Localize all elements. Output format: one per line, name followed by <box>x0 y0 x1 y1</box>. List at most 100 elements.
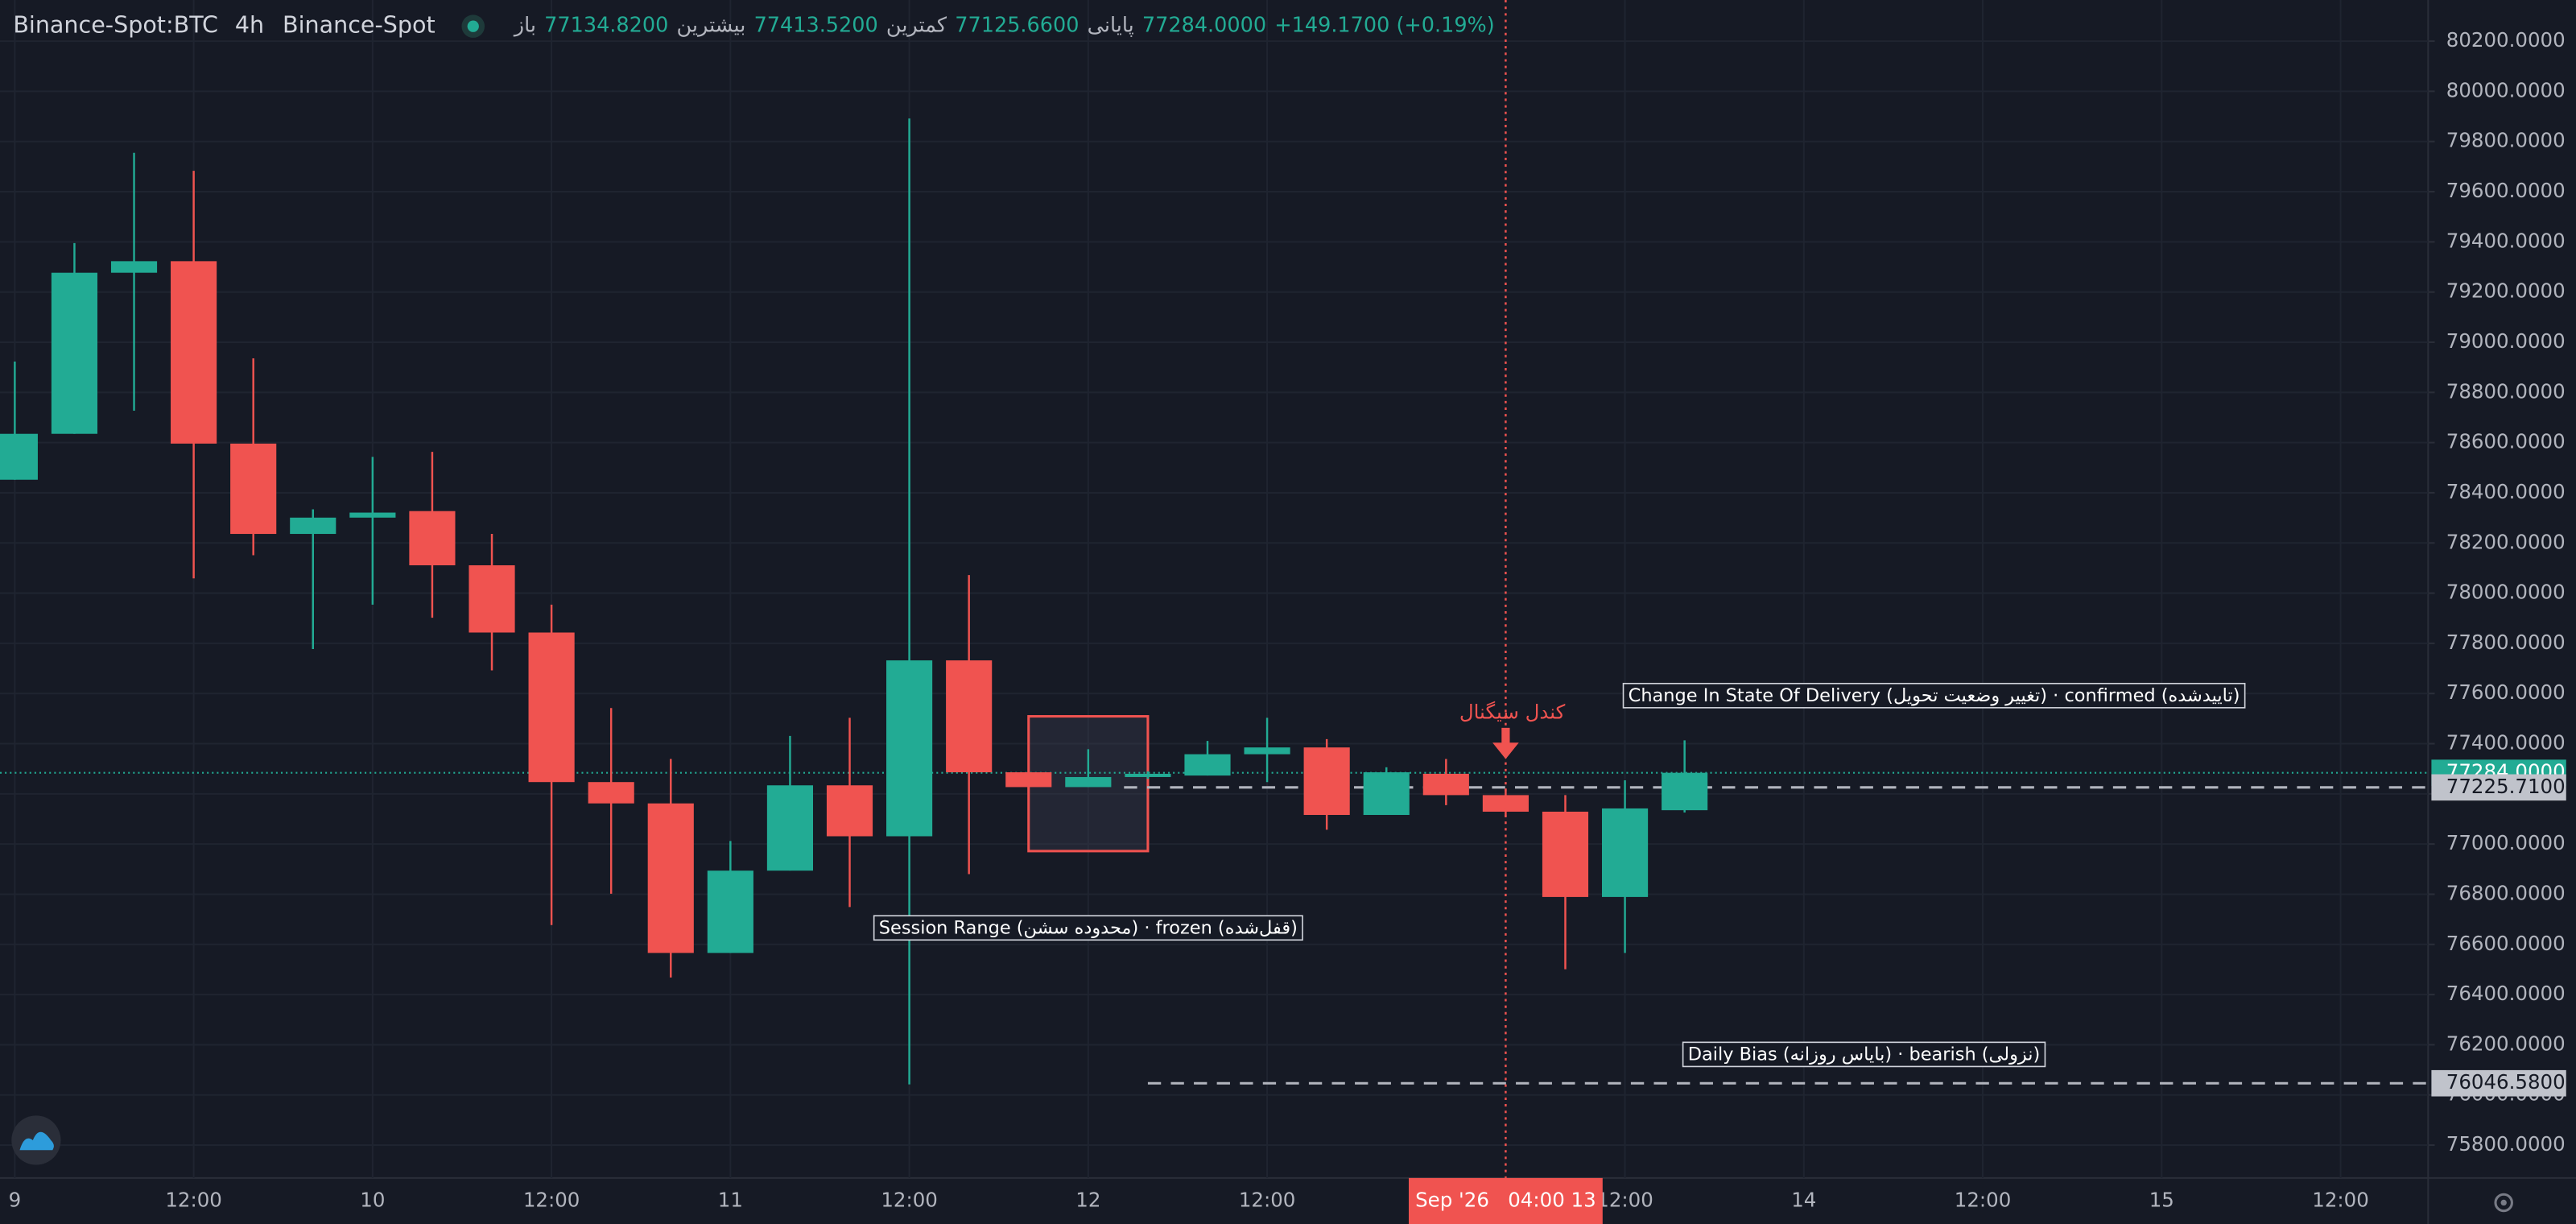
legend-value: 77413.5200 <box>754 14 878 38</box>
candle-body <box>528 632 575 783</box>
candle-body <box>588 782 634 804</box>
y-tick-label: 79000.0000 <box>2446 329 2566 353</box>
x-tick-label: 12:00 <box>2312 1188 2369 1211</box>
crosshair-label-box <box>1409 1177 1603 1224</box>
x-tick-label: 11 <box>718 1188 743 1211</box>
exchange: Binance-Spot <box>283 11 436 39</box>
x-tick-label: 12:00 <box>523 1188 580 1211</box>
plot <box>0 118 2429 1085</box>
y-tick-label: 80200.0000 <box>2446 28 2566 52</box>
candle-body <box>1662 772 1708 811</box>
x-tick-label: 12:00 <box>1239 1188 1296 1211</box>
legend-label: پایانی <box>1088 14 1134 38</box>
legend-value: 77284.0000 <box>1142 14 1266 38</box>
settings-icon[interactable] <box>2494 1193 2513 1213</box>
y-tick-label: 76200.0000 <box>2446 1032 2566 1055</box>
y-tick-label: 79200.0000 <box>2446 279 2566 303</box>
y-tick-label: 78600.0000 <box>2446 430 2566 453</box>
y-tick-label: 79800.0000 <box>2446 129 2566 152</box>
y-tick-label: 76600.0000 <box>2446 932 2566 955</box>
y-tick-label: 76800.0000 <box>2446 881 2566 904</box>
candle-body <box>171 261 217 444</box>
ohlc-legend: باز 77134.8200 بیشترین 77413.5200 کمترین 7712… <box>513 14 1495 38</box>
x-tick-label: 14 <box>1791 1188 1816 1211</box>
legend-label: بیشترین <box>677 14 746 38</box>
signal-text: کندل سیگنال <box>1459 700 1566 723</box>
legend-label: کمترین <box>886 14 947 38</box>
annotation-label-box <box>1622 682 2246 709</box>
session-label-box <box>873 915 1303 941</box>
x-tick-label: 9 <box>9 1188 22 1211</box>
candle-body <box>409 511 456 565</box>
candle-body <box>349 512 396 518</box>
x-tick-label: 10 <box>360 1188 385 1211</box>
legend-change: +149.1700 (+0.19%) <box>1274 14 1494 38</box>
session-label: Session Range (محدوده سشن) · frozen (قفل… <box>879 917 1298 938</box>
candle-body <box>1125 773 1171 777</box>
x-tick-label: 12:00 <box>1955 1188 2012 1211</box>
candle-body <box>1244 747 1290 755</box>
y-tick-label: 77400.0000 <box>2446 731 2566 755</box>
settings-icon-center <box>2500 1199 2507 1206</box>
candle-body <box>1363 772 1410 816</box>
candle-body <box>1184 754 1231 776</box>
candle-body <box>1602 808 1649 897</box>
x-tick-label: 12 <box>1075 1188 1100 1211</box>
candle-body <box>1005 772 1052 788</box>
annotation-label-box <box>1682 1041 2046 1068</box>
annotation-label: Change In State Of Delivery (تغییر وضعیت… <box>1629 685 2240 706</box>
overlay: Session Range (محدوده سشن) · frozen (قفل… <box>873 0 2566 1224</box>
price-tag <box>2431 774 2566 801</box>
price-tag <box>2431 1069 2566 1097</box>
x-tick-label: 15 <box>2149 1188 2174 1211</box>
candle-body <box>826 785 873 837</box>
candle-body <box>1303 747 1350 816</box>
y-tick-label: 77600.0000 <box>2446 680 2566 704</box>
candle-body <box>290 517 336 535</box>
y-tick-label: 80000.0000 <box>2446 78 2566 101</box>
y-tick-label: 79400.0000 <box>2446 229 2566 252</box>
status-dot <box>467 20 479 32</box>
symbol[interactable]: Binance-Spot:BTC <box>13 11 218 39</box>
candle-body <box>51 272 98 434</box>
x-tick-label: 12:00 <box>881 1188 938 1211</box>
y-tick-label: 78000.0000 <box>2446 581 2566 604</box>
candle-body <box>1065 776 1112 788</box>
candle-body <box>886 660 933 837</box>
candle-body <box>946 660 993 773</box>
crosshair-label: Sep '26 04:00 13 <box>1415 1188 1596 1211</box>
candle-body <box>766 785 813 871</box>
annotation-label: Daily Bias (بایاس روزانه) · bearish (نزو… <box>1688 1044 2041 1065</box>
signal-arrow-shaft <box>1501 727 1510 745</box>
legend-value: 77125.6600 <box>955 14 1079 38</box>
candle-body <box>469 564 515 633</box>
y-tick-label: 78800.0000 <box>2446 379 2566 403</box>
candle-body <box>1542 811 1589 897</box>
candle-body <box>110 261 158 273</box>
y-tick-label: 77800.0000 <box>2446 631 2566 654</box>
candle-body <box>230 443 277 535</box>
y-tick-label: 76400.0000 <box>2446 982 2566 1005</box>
interval[interactable]: 4h <box>235 11 264 39</box>
candle-body <box>707 870 753 953</box>
x-tick-label: 12:00 <box>165 1188 222 1211</box>
y-tick-label: 78200.0000 <box>2446 530 2566 553</box>
x-tick-label: 12:00 <box>1596 1188 1653 1211</box>
candle-body <box>0 433 38 480</box>
legend-value: 77134.8200 <box>544 14 668 38</box>
y-tick-label: 75800.0000 <box>2446 1132 2566 1156</box>
y-tick-label: 78400.0000 <box>2446 480 2566 503</box>
legend-label: باز <box>513 14 536 38</box>
candle-body <box>1422 773 1469 796</box>
signal-arrow-head <box>1492 742 1519 759</box>
logo-icon <box>19 1131 54 1151</box>
price-tag-label: 76046.5800 <box>2446 1070 2566 1094</box>
candle-body <box>647 803 694 953</box>
y-tick-label: 79600.0000 <box>2446 179 2566 202</box>
y-tick-label: 77000.0000 <box>2446 831 2566 854</box>
price-tag-label: 77225.7100 <box>2446 775 2566 798</box>
